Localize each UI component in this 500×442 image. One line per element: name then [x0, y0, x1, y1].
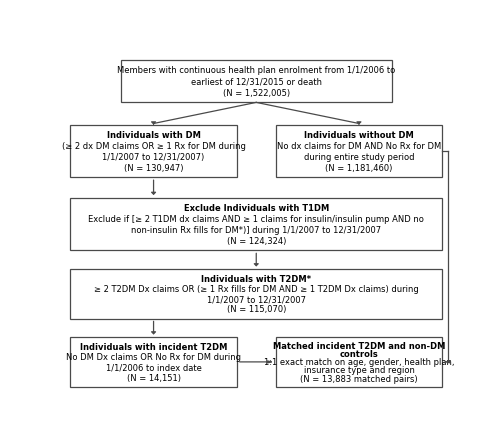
Text: Individuals without DM: Individuals without DM	[304, 131, 414, 140]
Text: 1/1/2006 to index date: 1/1/2006 to index date	[106, 363, 202, 372]
Text: No dx claims for DM AND No Rx for DM: No dx claims for DM AND No Rx for DM	[277, 142, 441, 151]
Text: 1/1/2007 to 12/31/2007): 1/1/2007 to 12/31/2007)	[102, 153, 204, 162]
Text: (N = 1,181,460): (N = 1,181,460)	[325, 164, 392, 173]
Text: (N = 1,522,005): (N = 1,522,005)	[222, 89, 290, 98]
Text: (N = 14,151): (N = 14,151)	[126, 373, 180, 383]
Text: insurance type and region: insurance type and region	[304, 366, 414, 375]
Text: Members with continuous health plan enrolment from 1/1/2006 to: Members with continuous health plan enro…	[117, 66, 396, 75]
FancyBboxPatch shape	[70, 198, 442, 251]
Text: controls: controls	[340, 350, 378, 359]
Text: 1/1/2007 to 12/31/2007: 1/1/2007 to 12/31/2007	[207, 295, 306, 304]
Text: (N = 13,883 matched pairs): (N = 13,883 matched pairs)	[300, 374, 418, 384]
Text: Individuals with DM: Individuals with DM	[106, 131, 200, 140]
Text: (N = 130,947): (N = 130,947)	[124, 164, 184, 173]
Text: earliest of 12/31/2015 or death: earliest of 12/31/2015 or death	[191, 77, 322, 87]
FancyBboxPatch shape	[70, 125, 237, 177]
Text: 1:1 exact match on age, gender, health plan,: 1:1 exact match on age, gender, health p…	[264, 358, 454, 367]
Text: Exclude Individuals with T1DM: Exclude Individuals with T1DM	[184, 204, 329, 213]
Text: non-insulin Rx fills for DM*)] during 1/1/2007 to 12/31/2007: non-insulin Rx fills for DM*)] during 1/…	[131, 226, 382, 235]
FancyBboxPatch shape	[70, 269, 442, 319]
Text: Individuals with incident T2DM: Individuals with incident T2DM	[80, 343, 227, 352]
Text: Matched incident T2DM and non-DM: Matched incident T2DM and non-DM	[273, 342, 445, 351]
Text: No DM Dx claims OR No Rx for DM during: No DM Dx claims OR No Rx for DM during	[66, 353, 241, 362]
Text: (N = 124,324): (N = 124,324)	[226, 237, 286, 246]
Text: (N = 115,070): (N = 115,070)	[226, 305, 286, 315]
FancyBboxPatch shape	[276, 337, 442, 387]
Text: Individuals with T2DM*: Individuals with T2DM*	[201, 275, 312, 284]
Text: ≥ 2 T2DM Dx claims OR (≥ 1 Rx fills for DM AND ≥ 1 T2DM Dx claims) during: ≥ 2 T2DM Dx claims OR (≥ 1 Rx fills for …	[94, 285, 418, 294]
Text: Exclude if [≥ 2 T1DM dx claims AND ≥ 1 claims for insulin/insulin pump AND no: Exclude if [≥ 2 T1DM dx claims AND ≥ 1 c…	[88, 215, 424, 224]
Text: during entire study period: during entire study period	[304, 153, 414, 162]
FancyBboxPatch shape	[70, 337, 237, 387]
Text: (≥ 2 dx DM claims OR ≥ 1 Rx for DM during: (≥ 2 dx DM claims OR ≥ 1 Rx for DM durin…	[62, 142, 246, 151]
FancyBboxPatch shape	[276, 125, 442, 177]
FancyBboxPatch shape	[120, 60, 392, 103]
